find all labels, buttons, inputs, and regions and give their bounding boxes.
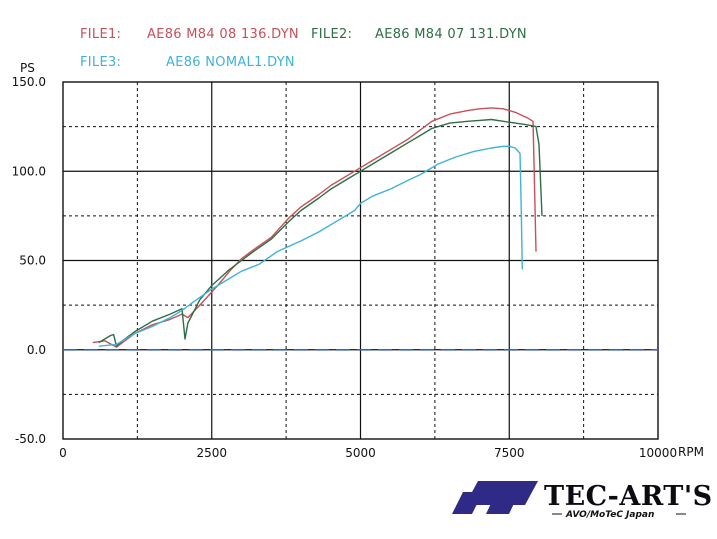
y-tick-labels: -50.0 0.0 50.0 100.0 150.0 bbox=[12, 75, 46, 446]
legend: FILE1: AE86 M84 08 136.DYN FILE2: AE86 M… bbox=[80, 27, 527, 70]
logo-mark-stripe-1 bbox=[465, 481, 538, 505]
logo-subtext: AVO/MoTeC Japan bbox=[565, 510, 654, 520]
logo-text: TEC-ART'S bbox=[544, 481, 713, 512]
legend-file2-key: FILE2: bbox=[311, 27, 352, 42]
x-tick-label: 2500 bbox=[196, 446, 227, 460]
legend-file1-name: AE86 M84 08 136.DYN bbox=[147, 27, 299, 42]
plot-frame bbox=[62, 81, 659, 440]
y-axis-unit: PS bbox=[20, 61, 35, 75]
grid bbox=[63, 82, 658, 439]
x-axis-unit: RPM bbox=[678, 445, 704, 459]
y-tick-label: 150.0 bbox=[12, 75, 46, 89]
legend-file1-key: FILE1: bbox=[80, 27, 121, 42]
series-line-2 bbox=[98, 118, 543, 347]
legend-file2-name: AE86 M84 07 131.DYN bbox=[375, 27, 527, 42]
tec-arts-logo: TEC-ART'S AVO/MoTeC Japan bbox=[452, 481, 713, 520]
legend-file3-name: AE86 NOMAL1.DYN bbox=[166, 55, 295, 70]
y-tick-label: -50.0 bbox=[15, 432, 46, 446]
x-tick-label: 0 bbox=[59, 446, 67, 460]
series-line-1 bbox=[92, 107, 537, 348]
logo-mark-stripe-2 bbox=[452, 492, 483, 514]
series-line-3 bbox=[98, 145, 523, 347]
y-tick-label: 0.0 bbox=[27, 343, 46, 357]
x-tick-label: 7500 bbox=[494, 446, 525, 460]
y-tick-label: 100.0 bbox=[12, 164, 46, 178]
x-tick-labels: 0 2500 5000 7500 10000 bbox=[59, 446, 677, 460]
x-tick-label: 10000 bbox=[639, 446, 677, 460]
series-group bbox=[63, 107, 658, 351]
legend-file3-key: FILE3: bbox=[80, 55, 121, 70]
y-tick-label: 50.0 bbox=[19, 254, 46, 268]
x-tick-label: 5000 bbox=[345, 446, 376, 460]
logo-mark-stripe-3 bbox=[486, 495, 518, 514]
